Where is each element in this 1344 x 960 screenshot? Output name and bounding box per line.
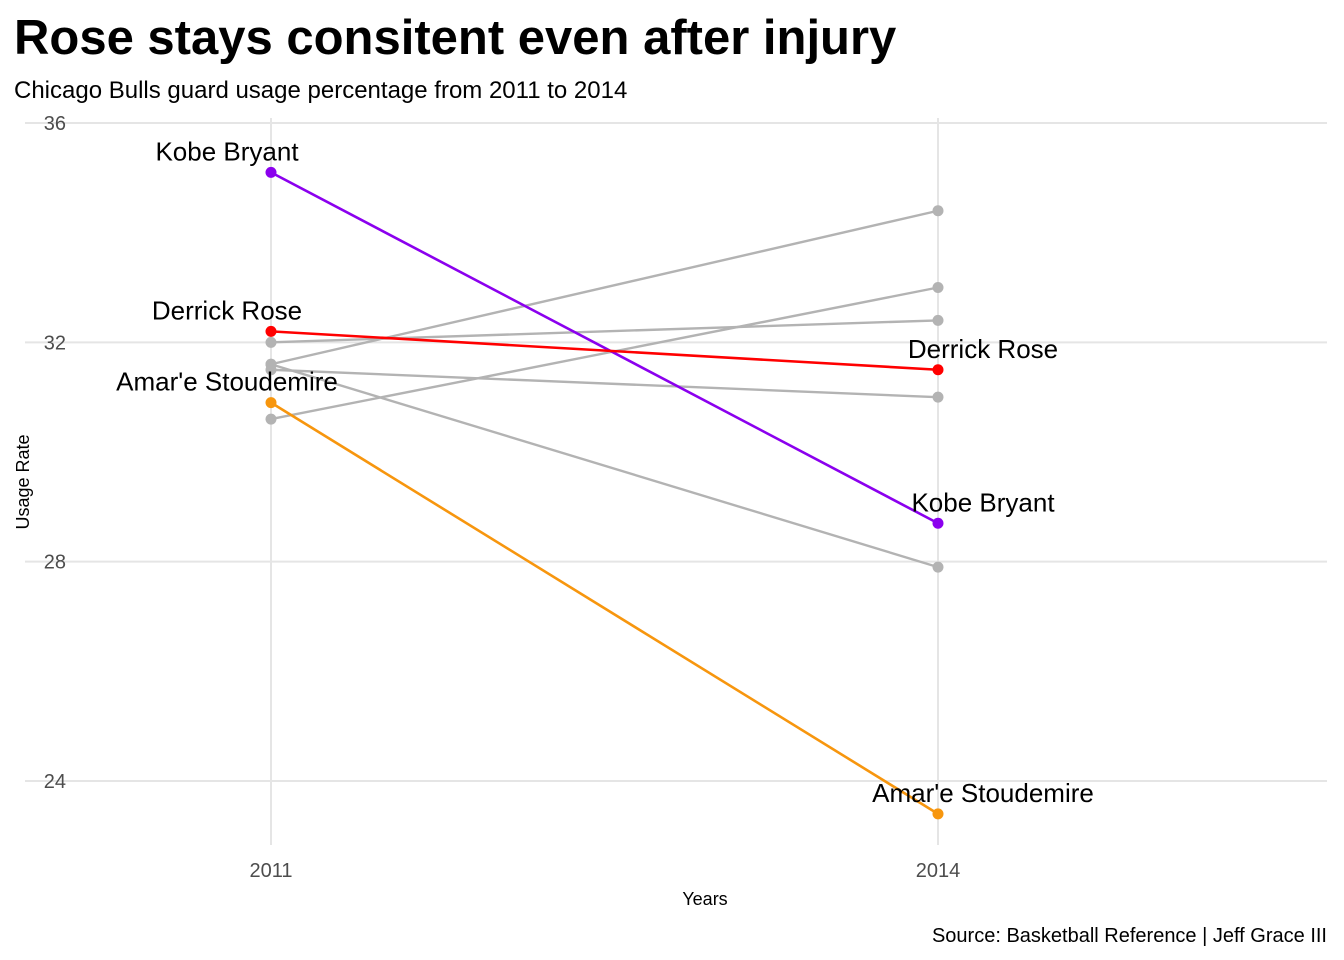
series-points xyxy=(265,166,944,820)
series-name-label: Derrick Rose xyxy=(152,295,302,325)
data-point xyxy=(932,282,944,293)
data-point xyxy=(265,358,277,370)
series-lines xyxy=(270,171,939,816)
series-line xyxy=(270,171,939,525)
chart-caption: Source: Basketball Reference | Jeff Grac… xyxy=(932,925,1327,947)
series-name-label: Amar'e Stoudemire xyxy=(872,778,1094,808)
series-line xyxy=(270,286,939,421)
y-tick-label: 36 xyxy=(44,113,66,135)
x-axis-title: Years xyxy=(682,889,727,909)
chart-subtitle: Chicago Bulls guard usage percentage fro… xyxy=(14,77,627,104)
data-point xyxy=(932,808,944,820)
y-axis-title: Usage Rate xyxy=(13,434,33,529)
data-point xyxy=(265,336,277,348)
data-point xyxy=(265,413,277,425)
y-tick-label: 32 xyxy=(44,332,66,354)
data-point xyxy=(265,325,277,337)
x-axis-ticks: 2011 2014 xyxy=(249,860,960,882)
data-point xyxy=(932,205,944,217)
series-name-label: Kobe Bryant xyxy=(911,487,1055,517)
data-point xyxy=(932,561,944,573)
x-tick-label: 2014 xyxy=(916,860,961,882)
series-labels: Kobe Bryant Kobe Bryant Derrick Rose Derric… xyxy=(116,136,1094,808)
data-point xyxy=(265,397,277,409)
series-name-label: Amar'e Stoudemire xyxy=(116,367,338,397)
series-line xyxy=(270,330,939,372)
series-line xyxy=(270,368,939,399)
data-point xyxy=(932,391,944,403)
series-name-label: Kobe Bryant xyxy=(155,136,299,166)
y-axis-ticks: 24 28 32 36 xyxy=(44,113,66,793)
x-tick-label: 2011 xyxy=(249,860,292,882)
y-tick-label: 24 xyxy=(44,771,66,793)
data-point xyxy=(265,166,277,178)
data-point xyxy=(932,314,944,326)
series-line xyxy=(270,319,939,344)
series-line xyxy=(270,401,939,816)
chart-title: Rose stays consitent even after injury xyxy=(14,11,896,65)
y-tick-label: 28 xyxy=(44,552,66,574)
data-point xyxy=(932,364,944,376)
series-line xyxy=(270,209,939,366)
series-name-label: Derrick Rose xyxy=(908,334,1058,364)
data-point xyxy=(932,517,944,529)
gridlines xyxy=(25,118,1327,845)
series-line xyxy=(270,363,939,569)
